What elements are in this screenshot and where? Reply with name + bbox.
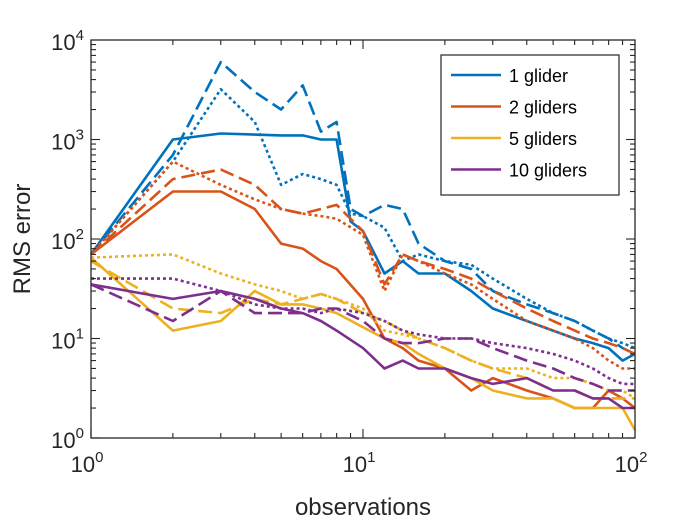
y-tick-labels: 100 101 102 103 104 (51, 27, 84, 453)
y-tick-label: 101 (51, 326, 84, 354)
legend-label: 1 glider (509, 66, 568, 86)
series-layer (89, 60, 637, 431)
y-tick-label: 100 (51, 425, 84, 453)
legend-label: 5 gliders (509, 129, 577, 149)
x-tick-label: 101 (343, 449, 376, 477)
series-line-1-dotted (90, 87, 636, 350)
legend-label: 2 gliders (509, 98, 577, 118)
legend: 1 glider 2 gliders 5 gliders 10 gliders (440, 54, 620, 196)
x-tick-labels: 100 101 102 (71, 449, 648, 477)
y-axis-title: RMS error (9, 184, 36, 295)
y-tick-label: 104 (51, 27, 84, 55)
series-line-4-solid (90, 283, 635, 410)
y-tick-label: 103 (51, 127, 84, 155)
series-line-4-dotted (91, 277, 635, 386)
y-tick-label: 102 (51, 226, 84, 254)
series-line-4-dashed (90, 283, 635, 392)
series-line-2-dotted (90, 160, 635, 370)
x-tick-label: 102 (615, 449, 648, 477)
legend-box (440, 54, 620, 196)
series-line-3-dotted (90, 253, 636, 400)
legend-label: 10 gliders (509, 161, 587, 181)
series-line-1-solid (89, 132, 636, 362)
x-tick-label: 100 (71, 449, 104, 477)
series-line-3-solid (90, 256, 637, 431)
x-axis-title: observations (295, 494, 431, 521)
axes-box (90, 39, 636, 439)
